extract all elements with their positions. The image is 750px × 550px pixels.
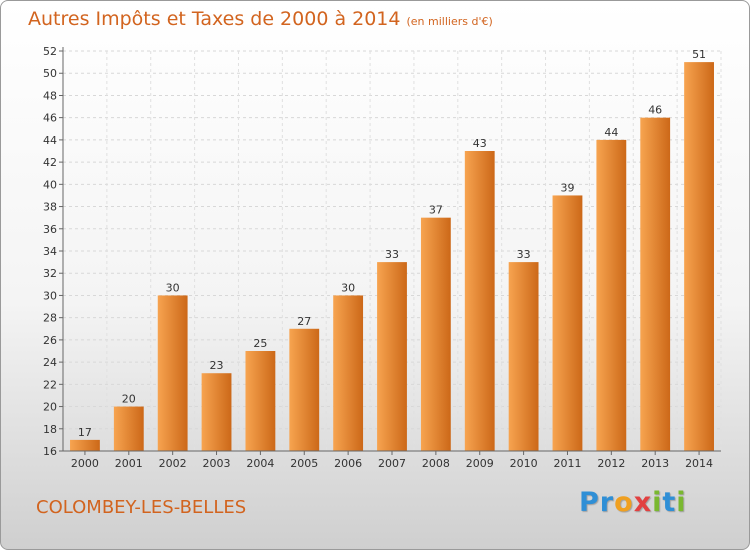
bar — [201, 373, 232, 451]
x-tick-label: 2002 — [159, 457, 187, 470]
x-tick-label: 2005 — [290, 457, 318, 470]
x-tick-label: 2001 — [115, 457, 143, 470]
data-label: 30 — [341, 281, 355, 294]
x-tick-label: 2003 — [203, 457, 231, 470]
y-tick-label: 40 — [43, 178, 57, 191]
bar — [640, 117, 671, 452]
data-label: 20 — [122, 393, 136, 406]
y-tick-label: 18 — [43, 423, 57, 436]
y-tick-label: 34 — [43, 245, 57, 258]
bars — [70, 62, 714, 452]
chart-title: Autres Impôts et Taxes de 2000 à 2014 (en… — [28, 8, 493, 30]
x-tick-label: 2013 — [641, 457, 669, 470]
logo-letter: P — [579, 487, 600, 518]
logo-letter: r — [599, 487, 615, 518]
y-tick-label: 44 — [43, 134, 57, 147]
y-tick-label: 24 — [43, 356, 57, 369]
bar — [113, 406, 144, 451]
y-tick-label: 50 — [43, 67, 57, 80]
y-tick-label: 30 — [43, 289, 57, 302]
bar — [289, 328, 320, 451]
y-tick-label: 48 — [43, 89, 57, 102]
bar — [596, 139, 627, 451]
logo-letter: o — [614, 487, 634, 518]
y-tick-label: 26 — [43, 334, 57, 347]
bar — [508, 262, 539, 451]
data-label: 17 — [78, 426, 92, 439]
logo-letter: t — [662, 487, 677, 518]
y-tick-label: 42 — [43, 156, 57, 169]
y-tick-label: 22 — [43, 378, 57, 391]
labels: 16 18 20 22 24 26 28 30 32 34 36 38 40 42 44 46 48 50 52 17… — [43, 45, 713, 470]
data-label: 30 — [166, 281, 180, 294]
x-tick-label: 2006 — [334, 457, 362, 470]
data-label: 33 — [517, 248, 531, 261]
x-tick-label: 2007 — [378, 457, 406, 470]
bar — [377, 262, 407, 451]
x-tick-label: 2012 — [597, 457, 625, 470]
bar-chart: 16 18 20 22 24 26 28 30 32 34 36 38 40 42 44 46 48 50 52 17… — [43, 45, 722, 470]
bar — [70, 439, 100, 451]
chart-unit-note: (en milliers d'€) — [406, 15, 493, 28]
data-label: 25 — [253, 337, 267, 350]
x-tick-label: 2008 — [422, 457, 450, 470]
y-tick-label: 20 — [43, 401, 57, 414]
y-tick-label: 38 — [43, 201, 57, 214]
y-tick-label: 32 — [43, 267, 57, 280]
data-label: 27 — [297, 315, 311, 328]
x-tick-label: 2010 — [510, 457, 538, 470]
bar — [464, 151, 495, 451]
bar — [333, 295, 364, 451]
x-tick-label: 2009 — [466, 457, 494, 470]
axes — [59, 47, 721, 455]
x-tick-label: 2004 — [246, 457, 274, 470]
logo-letter: x — [633, 487, 653, 518]
data-label: 39 — [560, 181, 574, 194]
data-label: 46 — [648, 104, 662, 117]
logo-letter: i — [652, 487, 663, 518]
x-tick-label: 2014 — [685, 457, 713, 470]
y-tick-label: 52 — [43, 45, 57, 58]
data-label: 37 — [429, 204, 443, 217]
bar — [245, 351, 276, 451]
y-tick-label: 16 — [43, 445, 57, 458]
bar — [157, 295, 188, 451]
proxiti-logo: Proxiti — [579, 487, 687, 518]
y-tick-label: 36 — [43, 223, 57, 236]
data-label: 33 — [385, 248, 399, 261]
data-label: 43 — [473, 137, 487, 150]
bar — [420, 217, 451, 451]
data-label: 44 — [604, 126, 618, 139]
bar — [684, 62, 714, 451]
bar — [552, 195, 583, 451]
commune-name: COLOMBEY-LES-BELLES — [36, 497, 247, 518]
x-tick-label: 2011 — [553, 457, 581, 470]
logo-letter: i — [676, 487, 687, 518]
x-tick-label: 2000 — [71, 457, 99, 470]
chart-title-text: Autres Impôts et Taxes de 2000 à 2014 — [28, 8, 401, 30]
y-tick-label: 28 — [43, 312, 57, 325]
y-tick-label: 46 — [43, 112, 57, 125]
data-label: 51 — [692, 48, 706, 61]
data-label: 23 — [210, 359, 224, 372]
